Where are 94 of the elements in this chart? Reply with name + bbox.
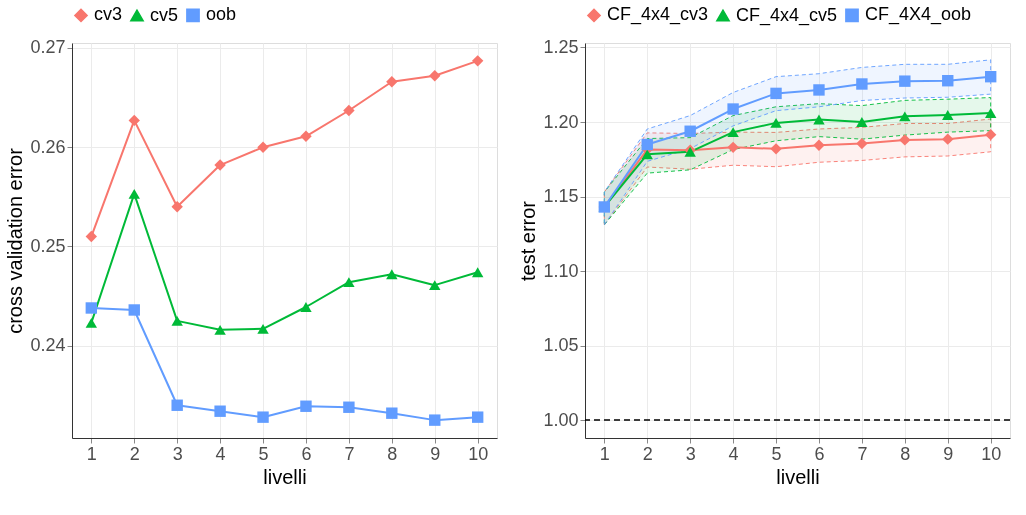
point: [386, 76, 398, 88]
y-tick-label: 1.25: [543, 36, 579, 57]
point: [128, 114, 140, 127]
y-tick-label: 0.27: [30, 37, 66, 58]
point: [85, 230, 98, 243]
legend-label: cv3: [94, 4, 123, 25]
point: [813, 84, 825, 96]
point: [770, 143, 782, 155]
x-tick-label: 9: [430, 443, 441, 464]
y-tick-label: 1.20: [543, 111, 579, 132]
point: [257, 141, 269, 153]
x-axis-title: livelli: [263, 465, 307, 488]
point: [300, 400, 312, 412]
y-axis-title: test error: [517, 200, 540, 282]
point: [343, 277, 355, 288]
point: [429, 414, 441, 426]
point: [899, 111, 911, 122]
point: [471, 411, 484, 423]
point: [85, 302, 98, 314]
legend-label: oob: [206, 4, 237, 25]
x-tick-label: 3: [685, 443, 696, 464]
point: [343, 401, 355, 413]
x-tick-label: 9: [943, 443, 954, 464]
x-tick-label: 4: [215, 443, 226, 464]
point: [641, 138, 653, 151]
point: [727, 141, 739, 154]
point: [128, 188, 140, 199]
point: [471, 55, 484, 67]
legend-label: CF_4X4_oob: [865, 4, 972, 26]
legend-label: CF_4x4_cv5: [736, 4, 838, 26]
x-tick-label: 5: [258, 443, 269, 464]
x-axis-title: livelli: [776, 465, 820, 488]
point: [214, 405, 226, 417]
point: [856, 117, 868, 127]
point: [856, 78, 868, 90]
point: [899, 75, 911, 87]
y-tick-label: 1.10: [543, 260, 579, 281]
point: [386, 407, 398, 419]
point: [257, 411, 269, 423]
point: [300, 302, 312, 312]
x-tick-label: 7: [857, 443, 868, 464]
point: [429, 70, 441, 82]
point: [856, 137, 868, 150]
x-tick-label: 8: [387, 443, 398, 464]
point: [813, 114, 825, 125]
point: [85, 317, 98, 328]
x-tick-label: 2: [129, 443, 140, 464]
x-tick-label: 6: [301, 443, 312, 464]
point: [770, 117, 782, 128]
x-tick-label: 1: [599, 443, 610, 464]
x-tick-label: 8: [900, 443, 911, 464]
x-tick-label: 2: [642, 443, 653, 464]
y-tick-label: 0.26: [30, 136, 66, 157]
point: [727, 103, 739, 115]
point: [984, 128, 997, 141]
x-tick-label: 3: [172, 443, 183, 464]
y-tick-label: 1.00: [543, 409, 579, 430]
point: [684, 125, 696, 137]
point: [984, 108, 997, 118]
point: [343, 104, 355, 117]
point: [471, 267, 484, 278]
point: [942, 75, 954, 87]
point: [942, 110, 954, 120]
point: [942, 133, 954, 145]
point: [386, 269, 398, 280]
point: [214, 159, 226, 171]
y-axis-title: cross validation error: [4, 147, 27, 334]
x-tick-label: 10: [981, 443, 1002, 464]
y-tick-label: 0.25: [30, 235, 66, 256]
point: [214, 324, 226, 335]
point: [899, 134, 911, 146]
point: [171, 315, 183, 326]
point: [770, 87, 782, 100]
x-tick-label: 7: [344, 443, 355, 464]
point: [128, 304, 140, 316]
point: [300, 130, 312, 142]
point: [984, 70, 997, 83]
y-tick-label: 1.05: [543, 335, 579, 356]
y-tick-label: 1.15: [543, 186, 579, 207]
point: [257, 323, 269, 334]
x-tick-label: 4: [728, 443, 739, 464]
point: [641, 149, 653, 160]
point: [727, 127, 739, 138]
x-tick-label: 10: [468, 443, 489, 464]
x-tick-label: 1: [86, 443, 97, 464]
legend-label: cv5: [150, 4, 179, 25]
point: [813, 139, 825, 151]
y-tick-label: 0.24: [30, 335, 66, 356]
legend-label: CF_4x4_cv3: [607, 4, 709, 26]
x-tick-label: 6: [814, 443, 825, 464]
point: [171, 399, 183, 411]
point: [429, 280, 441, 291]
x-tick-label: 5: [771, 443, 782, 464]
point: [171, 201, 183, 213]
